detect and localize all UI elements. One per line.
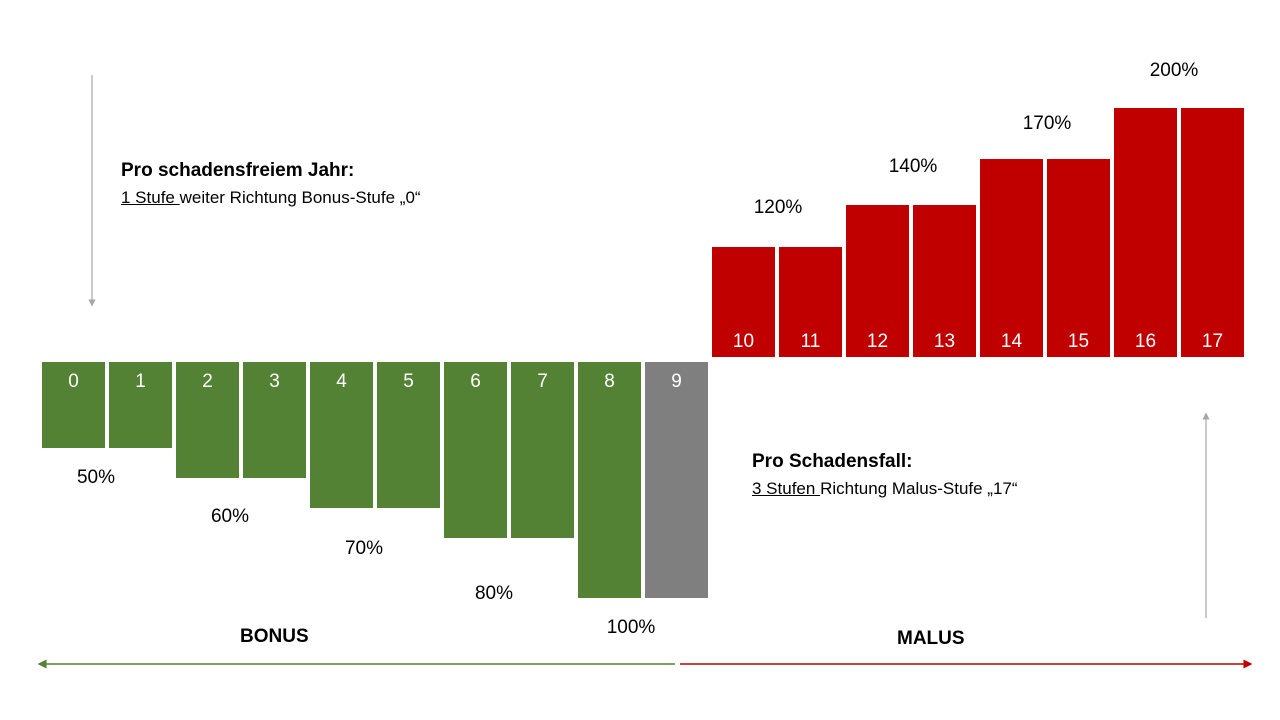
bar-class-12 xyxy=(846,205,909,357)
percent-label-70: 70% xyxy=(345,538,383,559)
percent-label-100: 100% xyxy=(607,617,656,638)
bar-class-label: 7 xyxy=(537,371,548,392)
bar-class-10 xyxy=(712,247,775,357)
bar-class-3 xyxy=(243,362,306,478)
malus-annotation-title: Pro Schadensfall: xyxy=(752,451,913,472)
bar-class-label: 3 xyxy=(269,371,280,392)
bonus-annotation-underlined: 1 Stufe xyxy=(121,188,180,207)
bar-class-9 xyxy=(645,362,708,598)
percent-labels-group: 50% 60% 70% 80% 100% 120% 140% 170% 200% xyxy=(77,60,1198,638)
bonus-annotation-title: Pro schadensfreiem Jahr: xyxy=(121,160,355,181)
bar-class-11 xyxy=(779,247,842,357)
malus-annotation-underlined: 3 Stufen xyxy=(752,479,821,498)
bar-class-15 xyxy=(1047,159,1110,357)
bar-class-label: 6 xyxy=(470,371,481,392)
percent-label-140: 140% xyxy=(889,156,938,177)
bar-class-label: 1 xyxy=(135,371,146,392)
bonus-annotation: Pro schadensfreiem Jahr: 1 Stufe weiter … xyxy=(121,160,421,208)
percent-label-200: 200% xyxy=(1150,60,1199,81)
bar-class-0 xyxy=(42,362,105,448)
percent-label-170: 170% xyxy=(1023,113,1072,134)
bar-class-8 xyxy=(578,362,641,598)
bar-class-14 xyxy=(980,159,1043,357)
bars-group xyxy=(42,108,1244,598)
bar-class-2 xyxy=(176,362,239,478)
bar-class-17 xyxy=(1181,108,1244,357)
percent-label-60: 60% xyxy=(211,506,249,527)
bar-class-6 xyxy=(444,362,507,538)
bonus-annotation-text: 1 Stufe weiter Richtung Bonus-Stufe „0“ xyxy=(121,188,421,208)
bar-class-label: 9 xyxy=(671,371,682,392)
bar-class-label: 15 xyxy=(1068,331,1089,352)
bonus-section-label: BONUS xyxy=(240,626,309,647)
bar-class-1 xyxy=(109,362,172,448)
bonus-annotation-rest: weiter Richtung Bonus-Stufe „0“ xyxy=(179,188,421,207)
bar-class-5 xyxy=(377,362,440,508)
bar-class-label: 14 xyxy=(1001,331,1023,352)
bar-class-label: 5 xyxy=(403,371,414,392)
bar-class-7 xyxy=(511,362,574,538)
bar-class-label: 16 xyxy=(1135,331,1156,352)
bar-class-label: 2 xyxy=(202,371,213,392)
bar-class-label: 8 xyxy=(604,371,615,392)
bar-class-13 xyxy=(913,205,976,357)
bar-class-label: 12 xyxy=(867,331,888,352)
malus-annotation-text: 3 Stufen Richtung Malus-Stufe „17“ xyxy=(752,479,1018,499)
bar-class-label: 0 xyxy=(68,371,79,392)
bar-class-16 xyxy=(1114,108,1177,357)
bar-class-4 xyxy=(310,362,373,508)
malus-annotation: Pro Schadensfall: 3 Stufen Richtung Malu… xyxy=(752,451,1018,499)
bar-class-label: 13 xyxy=(934,331,955,352)
malus-annotation-rest: Richtung Malus-Stufe „17“ xyxy=(820,479,1018,498)
percent-label-50: 50% xyxy=(77,467,115,488)
bar-class-label: 11 xyxy=(801,331,821,352)
bar-class-label: 17 xyxy=(1202,331,1223,352)
bar-class-label: 4 xyxy=(336,371,347,392)
bar-class-label: 10 xyxy=(733,331,754,352)
malus-section-label: MALUS xyxy=(897,628,965,649)
percent-label-80: 80% xyxy=(475,583,513,604)
class-labels-group: 0 1 2 3 4 5 6 7 8 910 11 12 13 14 15 16 17 xyxy=(68,331,1223,392)
percent-label-120: 120% xyxy=(754,197,803,218)
